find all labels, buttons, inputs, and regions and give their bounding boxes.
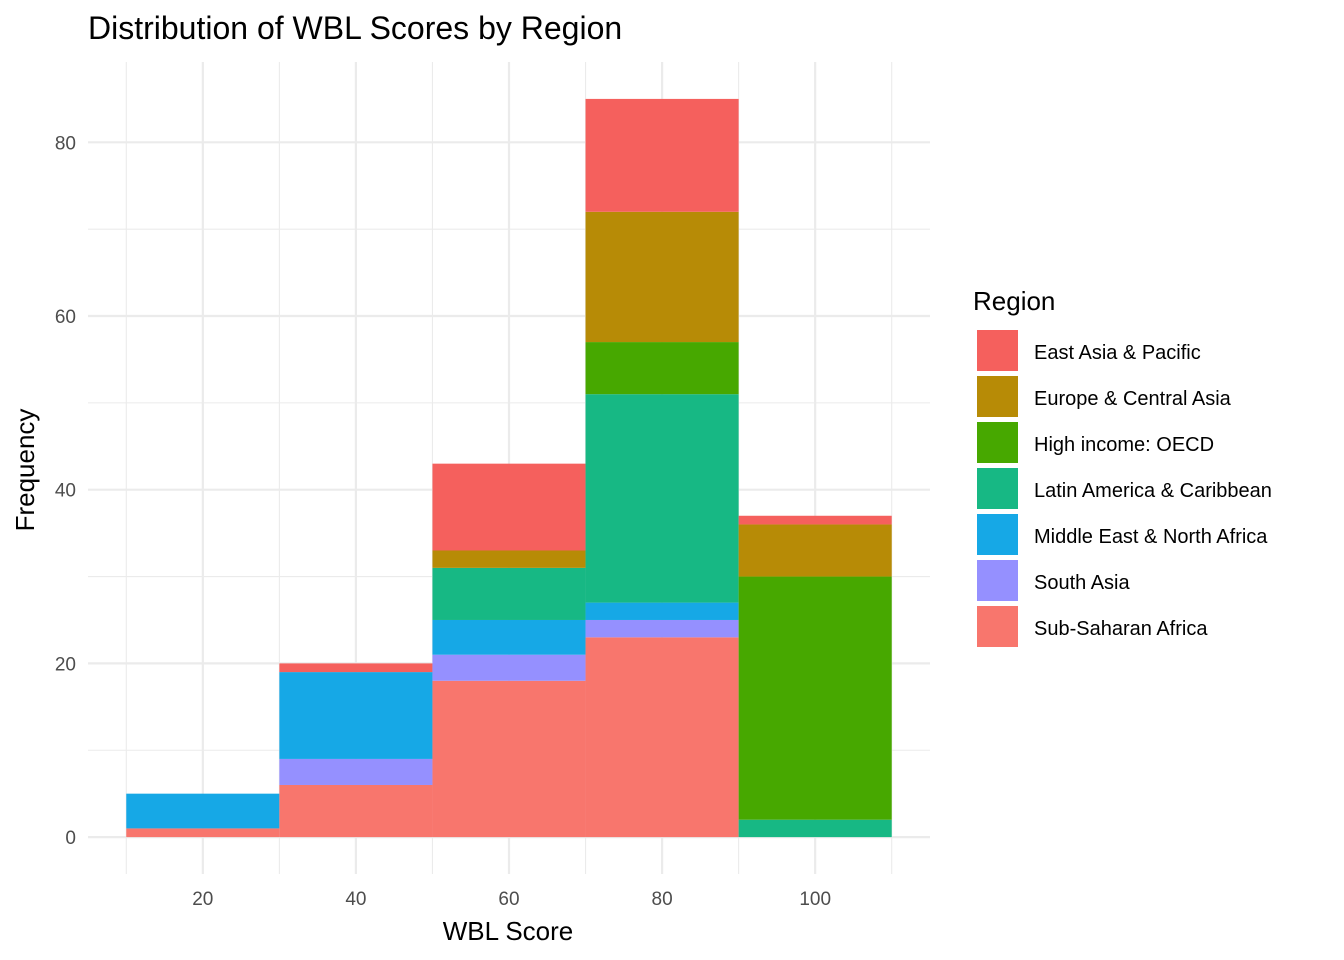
x-tick-label: 20	[192, 889, 213, 910]
bar-segment-latin-america-caribbean-bin-3	[432, 567, 586, 620]
legend-title: Region	[973, 286, 1055, 316]
legend-key	[977, 376, 1018, 417]
bar-segment-south-asia-bin-2	[279, 758, 433, 785]
legend-label: East Asia & Pacific	[1034, 342, 1201, 364]
bar-segment-middle-east-north-africa-bin-4	[585, 602, 739, 620]
bar-segment-sub-saharan-africa-bin-4	[585, 637, 739, 838]
bar-segment-south-asia-bin-3	[432, 654, 586, 681]
legend-key	[977, 606, 1018, 647]
bar-segment-sub-saharan-africa-bin-2	[279, 784, 433, 838]
bar-segment-middle-east-north-africa-bin-2	[279, 672, 433, 759]
legend-key	[977, 468, 1018, 509]
y-tick-label: 60	[55, 307, 76, 328]
bar-segment-europe-central-asia-bin-4	[585, 211, 739, 343]
bar-segment-latin-america-caribbean-bin-5	[738, 819, 892, 838]
x-tick-label: 80	[652, 889, 673, 910]
bar-segment-europe-central-asia-bin-3	[432, 550, 586, 568]
legend-label: High income: OECD	[1034, 434, 1214, 456]
x-tick-label: 100	[799, 889, 831, 910]
y-axis-ticks: 0 20 40 60 80	[55, 133, 76, 849]
x-tick-label: 40	[345, 889, 366, 910]
bar-segment-south-asia-bin-4	[585, 619, 739, 638]
bar-segment-east-asia-pacific-bin-4	[585, 98, 739, 212]
legend-key	[977, 514, 1018, 555]
bar-segment-middle-east-north-africa-bin-3	[432, 619, 586, 655]
legend-key	[977, 422, 1018, 463]
legend-key	[977, 330, 1018, 371]
bar-segment-east-asia-pacific-bin-3	[432, 463, 586, 551]
x-axis-title: WBL Score	[443, 916, 574, 946]
bar-segment-high-income-oecd-bin-5	[738, 576, 892, 820]
x-tick-label: 60	[498, 889, 519, 910]
bar-segment-east-asia-pacific-bin-2	[279, 663, 433, 673]
bar-segment-latin-america-caribbean-bin-4	[585, 394, 739, 603]
legend-label: Sub-Saharan Africa	[1034, 618, 1208, 640]
bar-segment-sub-saharan-africa-bin-1	[126, 828, 280, 838]
legend-label: Latin America & Caribbean	[1034, 480, 1272, 502]
bar-segment-east-asia-pacific-bin-5	[738, 515, 892, 525]
bar-segment-sub-saharan-africa-bin-3	[432, 680, 586, 838]
chart-title: Distribution of WBL Scores by Region	[88, 10, 622, 46]
bar-segment-europe-central-asia-bin-5	[738, 524, 892, 577]
bar-segment-high-income-oecd-bin-4	[585, 342, 739, 395]
y-tick-label: 0	[65, 828, 76, 849]
x-axis-ticks: 20 40 60 80 100	[192, 889, 831, 910]
y-tick-label: 40	[55, 481, 76, 502]
bar-segment-middle-east-north-africa-bin-1	[126, 793, 280, 829]
legend-key	[977, 560, 1018, 601]
legend: Region East Asia & Pacific Europe & Centr…	[973, 286, 1272, 647]
bars-group	[126, 98, 892, 838]
y-tick-label: 80	[55, 133, 76, 154]
legend-label: South Asia	[1034, 572, 1131, 594]
y-tick-label: 20	[55, 654, 76, 675]
y-axis-title: Frequency	[10, 409, 40, 532]
legend-label: Middle East & North Africa	[1034, 526, 1268, 548]
legend-label: Europe & Central Asia	[1034, 388, 1232, 410]
